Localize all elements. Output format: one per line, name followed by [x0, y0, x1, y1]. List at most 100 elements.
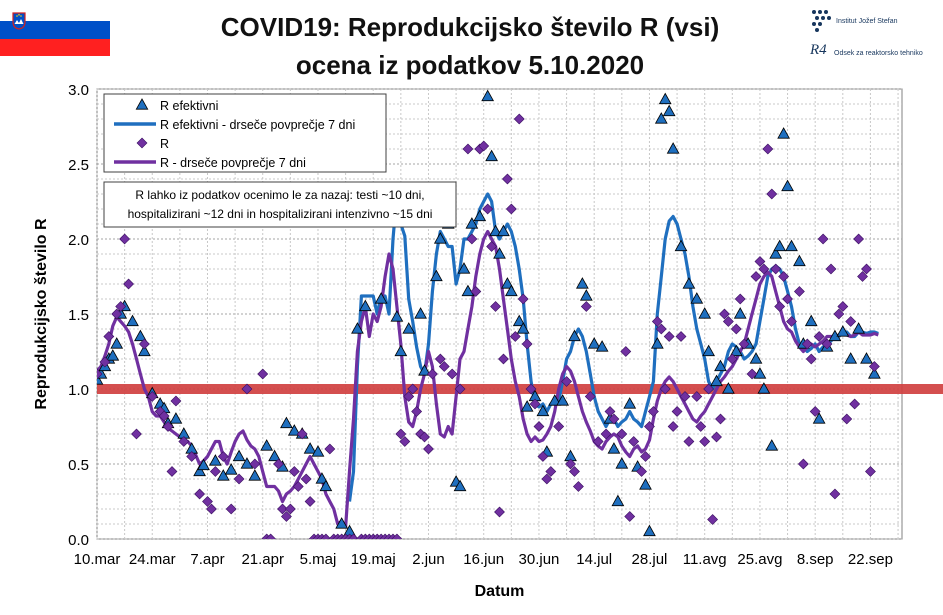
r-point [296, 428, 308, 440]
r-point [849, 398, 861, 410]
r-point [399, 436, 411, 447]
r-efektivni-point [666, 142, 680, 154]
r-efektivni-point [765, 439, 779, 451]
x-tick-label: 24.mar [129, 551, 176, 568]
r-efektivni-point [674, 239, 688, 252]
r4-logo: R4 Odsek za reaktorsko tehniko [808, 40, 943, 64]
r-point [438, 361, 450, 372]
r-point [320, 533, 332, 539]
r-point [762, 143, 774, 155]
r-point [103, 331, 115, 342]
r-point [628, 436, 640, 447]
r-efektivni-point [643, 524, 656, 537]
r-point [774, 301, 786, 312]
r-efektivni-point [402, 322, 416, 334]
r-point [505, 203, 517, 215]
r-efektivni-point [418, 364, 431, 376]
r-efektivni-point [753, 367, 767, 379]
r-point [257, 368, 269, 380]
x-tick-label: 30.jun [519, 551, 560, 568]
r-efektivni-point [465, 217, 479, 229]
r-point [786, 316, 797, 327]
r-point [434, 353, 446, 365]
r-efektivni-point [504, 284, 518, 297]
r-efektivni-point [729, 344, 743, 357]
r-point [553, 421, 565, 432]
r-point [734, 293, 746, 305]
r-point [233, 473, 245, 485]
r-point [683, 436, 695, 447]
r-point [758, 263, 770, 275]
y-tick-label: 0.0 [68, 532, 89, 549]
r-efektivni-point [575, 277, 589, 289]
r-point [115, 301, 127, 312]
chart-title-line1: COVID19: Reprodukcijsko število R (vsi) [220, 12, 720, 42]
flag-stripe-red [0, 38, 110, 57]
r-point [454, 383, 466, 395]
r-efektivni-point [358, 299, 372, 312]
chart-title-line2: ocena iz podatkov 5.10.2020 [295, 50, 645, 80]
r-efektivni-point [414, 307, 427, 319]
series-line [347, 192, 879, 502]
flag-stripe-white [0, 4, 110, 22]
y-tick-label: 2.0 [68, 232, 89, 249]
r-point [249, 458, 261, 470]
r-point [241, 383, 253, 395]
r-point [659, 383, 671, 395]
r-point [726, 353, 738, 365]
r-point [821, 338, 833, 350]
r-point [186, 451, 198, 462]
r-point [466, 233, 478, 245]
x-tick-label: 5.maj [300, 551, 337, 568]
r-efektivni-point [497, 224, 510, 237]
r-point [817, 233, 829, 245]
r-efektivni-point [493, 247, 506, 259]
r-efektivni-point [110, 337, 124, 349]
x-tick-label: 19.maj [351, 551, 396, 568]
r-point [462, 143, 474, 155]
r-point [162, 421, 174, 432]
r-point [715, 413, 726, 425]
r-point [533, 421, 545, 432]
r-point [513, 113, 525, 125]
annotation-line: R lahko iz podatkov ocenimo le za nazaj:… [135, 188, 424, 202]
r-point [395, 428, 407, 440]
r-point [411, 406, 423, 417]
r-point [419, 431, 430, 443]
x-tick-label: 22.sep [848, 551, 893, 568]
r-point [644, 421, 655, 432]
r-point [170, 395, 182, 407]
r-point [592, 436, 604, 447]
r-efektivni-point [248, 469, 262, 481]
r-point [97, 368, 103, 380]
r-point [730, 323, 742, 335]
r-point [217, 451, 229, 462]
r-efektivni-point [97, 373, 104, 385]
r-point [770, 263, 782, 275]
r-efektivni-point [433, 232, 447, 244]
r-point [671, 406, 683, 417]
legend-label: R [160, 137, 169, 151]
r-point [809, 406, 821, 417]
r-point [750, 271, 762, 282]
r-point [845, 316, 857, 327]
r-point [517, 293, 529, 305]
x-tick-label: 10.mar [74, 551, 121, 568]
r-point [407, 383, 419, 395]
x-tick-label: 21.apr [241, 551, 284, 568]
r-point [647, 406, 659, 417]
r-efektivni-point [311, 445, 325, 457]
r-point [501, 173, 513, 185]
r-point [640, 451, 651, 462]
r-efektivni-point [568, 329, 581, 342]
r-efektivni-point [804, 314, 818, 327]
r-point [853, 233, 865, 245]
r-efektivni-point [232, 449, 246, 462]
r-efektivni-point [240, 457, 254, 469]
r-efektivni-point [611, 494, 625, 507]
r-point [123, 278, 134, 290]
r-point [699, 436, 711, 447]
r-point [572, 481, 584, 492]
series-line [97, 229, 879, 529]
r-point [158, 410, 170, 422]
